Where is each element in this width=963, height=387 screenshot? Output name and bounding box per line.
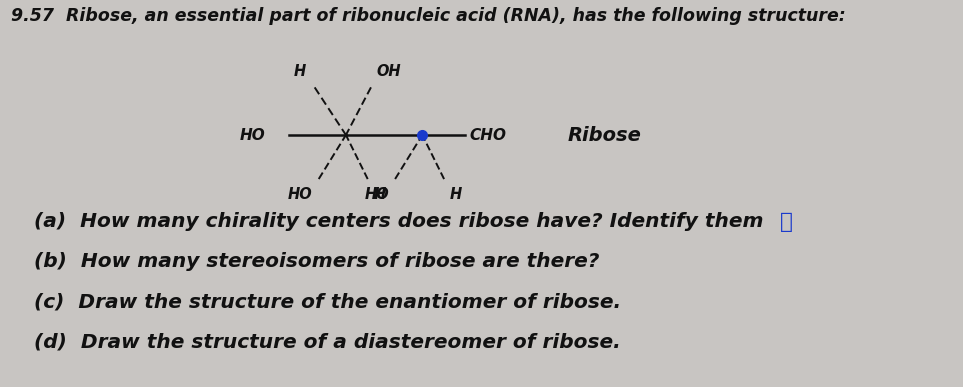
Text: CHO: CHO xyxy=(469,127,506,142)
Text: HO: HO xyxy=(240,127,265,142)
Text: (b)  How many stereoisomers of ribose are there?: (b) How many stereoisomers of ribose are… xyxy=(34,252,600,271)
Text: OH: OH xyxy=(377,64,402,79)
Text: HO: HO xyxy=(364,187,389,202)
Text: H: H xyxy=(450,187,462,202)
Text: (d)  Draw the structure of a diastereomer of ribose.: (d) Draw the structure of a diastereomer… xyxy=(34,332,621,351)
Text: HO: HO xyxy=(288,187,313,202)
Text: (c)  Draw the structure of the enantiomer of ribose.: (c) Draw the structure of the enantiomer… xyxy=(34,292,621,311)
Text: (a)  How many chirality centers does ribose have? Identify them: (a) How many chirality centers does ribo… xyxy=(34,212,764,231)
Text: 9.57  Ribose, an essential part of ribonucleic acid (RNA), has the following str: 9.57 Ribose, an essential part of ribonu… xyxy=(11,7,846,25)
Text: ⓘ: ⓘ xyxy=(780,212,793,232)
Text: H: H xyxy=(294,64,306,79)
Text: H: H xyxy=(374,187,385,202)
Text: Ribose: Ribose xyxy=(568,125,641,144)
